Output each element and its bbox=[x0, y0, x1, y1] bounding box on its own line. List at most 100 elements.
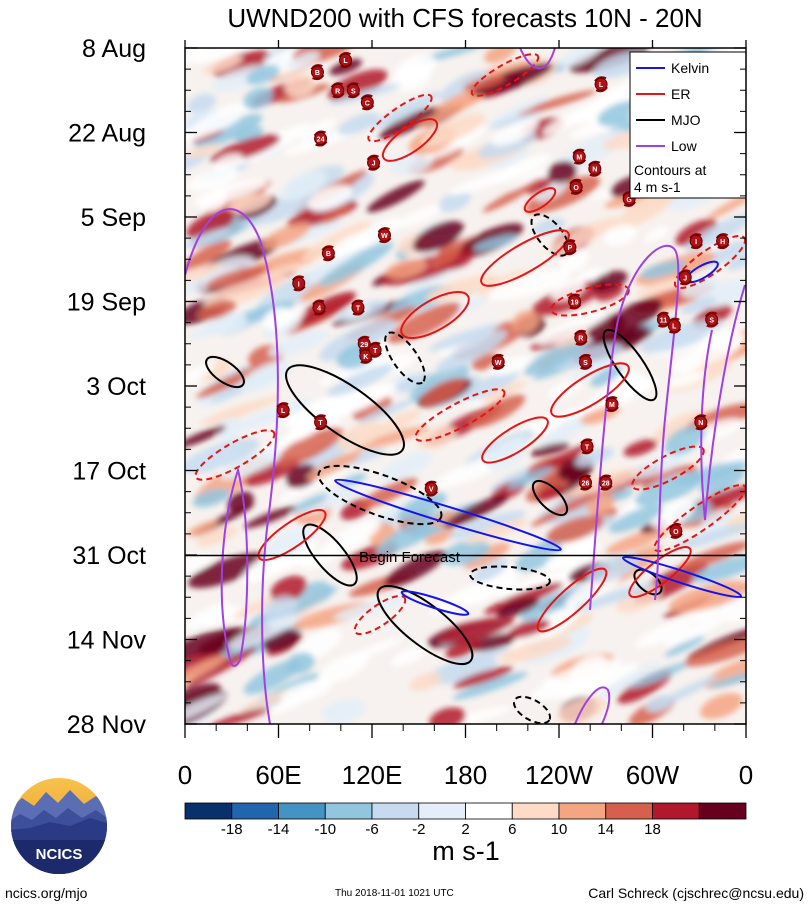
field-patch bbox=[200, 191, 227, 213]
x-tick-label: 0 bbox=[178, 760, 192, 790]
x-tick-label: 0 bbox=[739, 760, 753, 790]
field-patch bbox=[653, 675, 718, 708]
field-patch bbox=[202, 55, 243, 75]
field-patch bbox=[268, 330, 330, 357]
mjo-contour bbox=[633, 568, 663, 596]
field-patch bbox=[396, 372, 437, 393]
er-contour bbox=[523, 187, 557, 213]
field-patch bbox=[200, 396, 281, 426]
storm-marker-label: C bbox=[365, 100, 370, 107]
colorbar-swatch bbox=[558, 802, 607, 820]
storm-marker-label: K bbox=[363, 354, 368, 361]
field-patch bbox=[307, 184, 353, 211]
footer-site-link[interactable]: ncics.org/mjo bbox=[5, 885, 88, 901]
field-patch bbox=[437, 616, 515, 644]
field-patch bbox=[385, 258, 428, 279]
field-patch bbox=[537, 311, 609, 346]
colorbar-swatch bbox=[698, 802, 747, 820]
colorbar-swatch bbox=[278, 802, 326, 820]
colorbar-swatch bbox=[371, 802, 420, 820]
field-patch bbox=[698, 328, 733, 352]
low-frequency-contour bbox=[519, 48, 556, 70]
er-contour bbox=[480, 229, 570, 287]
field-patch bbox=[427, 656, 498, 685]
storm-marker-label: I bbox=[695, 239, 697, 246]
storm-marker-label: B bbox=[326, 251, 331, 258]
field-patch bbox=[185, 553, 212, 573]
field-patch bbox=[535, 180, 568, 202]
storm-marker-label: 28 bbox=[602, 481, 610, 488]
colorbar-label: -2 bbox=[412, 821, 425, 838]
storm-marker: W bbox=[491, 353, 506, 370]
field-patch bbox=[511, 310, 540, 334]
field-patch bbox=[547, 160, 577, 184]
field-patch bbox=[491, 119, 538, 146]
field-patch bbox=[195, 526, 239, 547]
field-patch bbox=[359, 477, 418, 509]
field-patch bbox=[441, 539, 490, 566]
mjo-contour bbox=[302, 523, 358, 587]
colorbar-label: -14 bbox=[268, 821, 290, 838]
field-patch bbox=[287, 51, 321, 70]
field-patch bbox=[468, 632, 520, 652]
field-patch bbox=[640, 260, 687, 279]
er-contour-negative bbox=[353, 594, 407, 636]
field-patch bbox=[278, 462, 355, 502]
low-frequency-contour bbox=[700, 284, 746, 521]
storm-marker-label: J bbox=[683, 275, 687, 282]
field-patch bbox=[664, 635, 705, 657]
storm-marker-label: O bbox=[573, 185, 579, 192]
colorbar-label: -18 bbox=[221, 821, 243, 838]
field-patch bbox=[227, 193, 272, 215]
field-patch bbox=[196, 363, 268, 399]
field-patch bbox=[243, 87, 273, 110]
colorbar-label: 2 bbox=[461, 821, 469, 838]
legend-label: Kelvin bbox=[671, 60, 709, 76]
storm-marker: L bbox=[667, 317, 682, 334]
storm-marker: 28 bbox=[598, 474, 613, 491]
storm-marker-label: B bbox=[315, 70, 320, 77]
storm-marker: N bbox=[693, 414, 708, 431]
field-patch bbox=[546, 515, 604, 544]
field-patch bbox=[484, 48, 517, 64]
storm-marker-label: R bbox=[335, 88, 340, 95]
field-patch bbox=[193, 114, 263, 148]
field-patch bbox=[485, 440, 528, 471]
storm-marker: 11 bbox=[656, 311, 671, 328]
field-patch bbox=[283, 424, 319, 443]
storm-marker: 24 bbox=[313, 130, 328, 147]
x-tick-label: 60E bbox=[255, 760, 301, 790]
field-patch bbox=[629, 661, 691, 688]
field-patch bbox=[684, 636, 746, 667]
field-patch bbox=[605, 526, 672, 555]
er-contour bbox=[400, 290, 470, 340]
low-frequency-contour bbox=[220, 466, 249, 667]
mjo-contour bbox=[531, 479, 569, 517]
storm-marker: 26 bbox=[578, 474, 593, 491]
storm-marker-label: 4 bbox=[317, 306, 321, 313]
field-patch bbox=[403, 263, 464, 294]
field-patch bbox=[391, 645, 427, 667]
colorbar-unit: m s-1 bbox=[432, 836, 500, 866]
storm-marker-label: I bbox=[298, 281, 300, 288]
y-tick-label: 22 Aug bbox=[68, 120, 146, 148]
field-patch bbox=[285, 463, 319, 489]
storm-marker: 4 bbox=[312, 299, 326, 316]
er-contour bbox=[481, 416, 549, 464]
field-patch bbox=[488, 356, 533, 376]
field-patch bbox=[215, 416, 243, 440]
field-patch bbox=[444, 494, 509, 528]
field-patch bbox=[345, 217, 402, 252]
colorbar-swatch bbox=[652, 802, 700, 820]
storm-marker: M bbox=[572, 148, 587, 165]
field-patch bbox=[569, 358, 618, 383]
colorbar-label: 14 bbox=[597, 821, 614, 838]
storm-marker: T bbox=[351, 299, 365, 316]
field-patch bbox=[286, 652, 315, 675]
ncics-logo-text: NCICS bbox=[36, 846, 83, 863]
field-patch bbox=[278, 308, 305, 325]
storm-marker-label: L bbox=[599, 82, 604, 89]
field-patch bbox=[670, 522, 746, 551]
colorbar-label: -6 bbox=[365, 821, 378, 838]
